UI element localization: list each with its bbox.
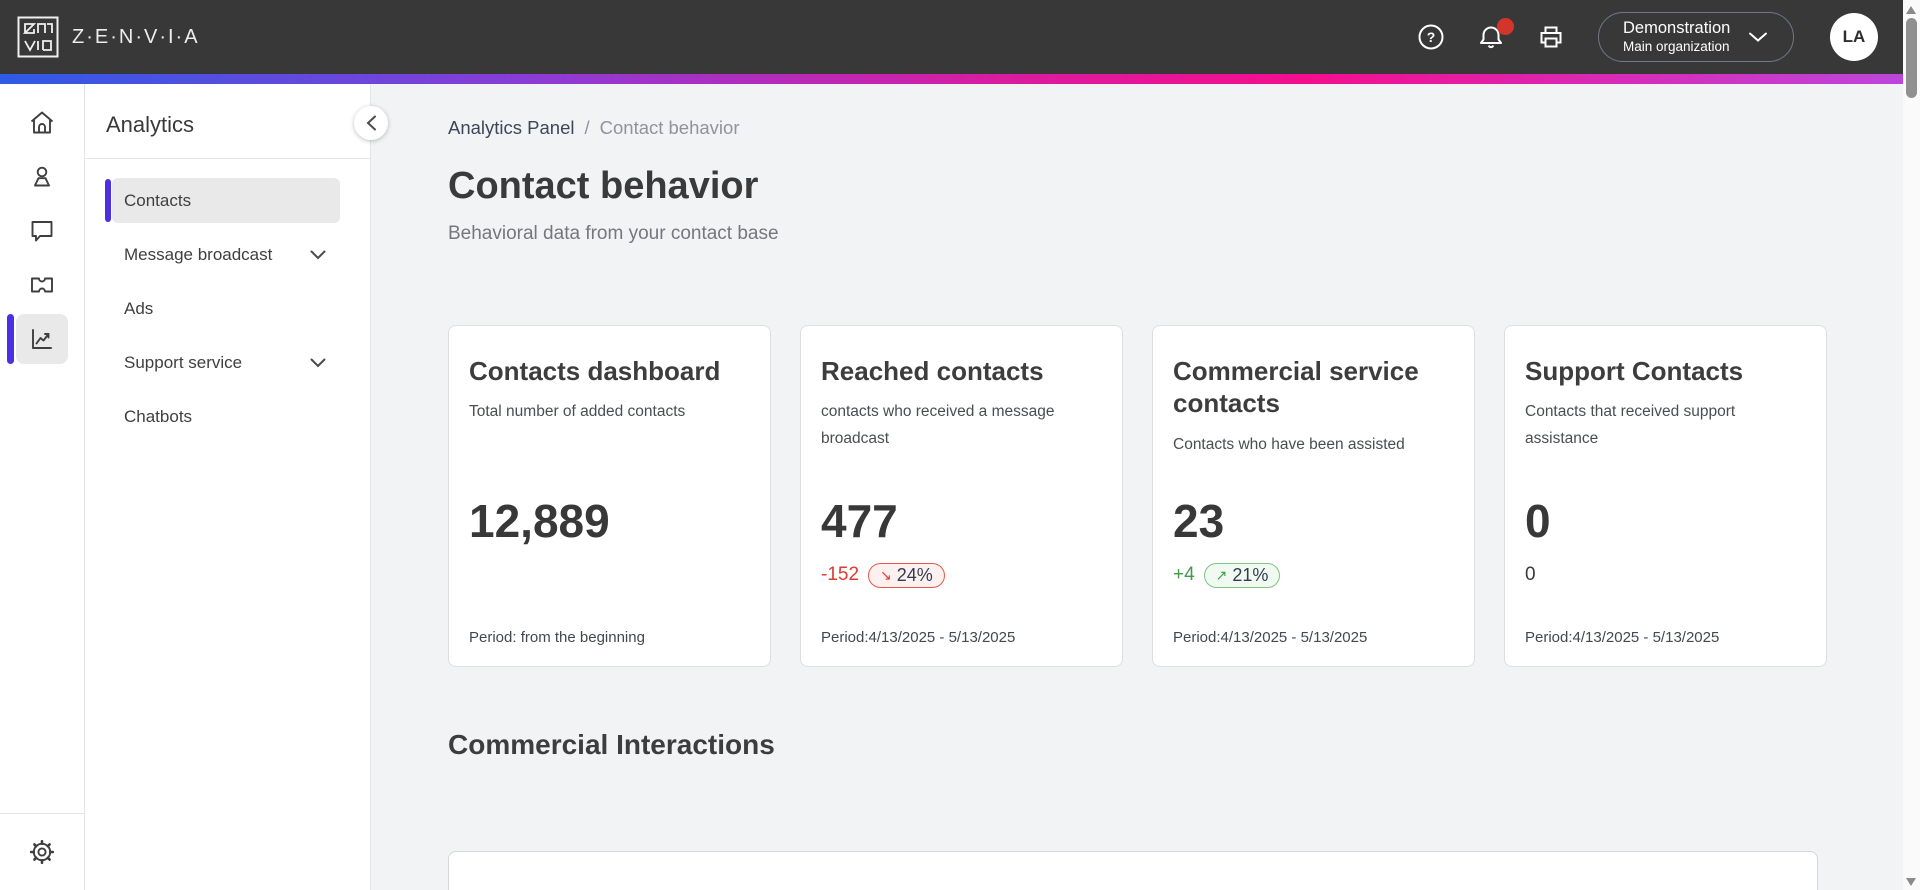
organization-selector[interactable]: Demonstration Main organization	[1598, 12, 1794, 62]
card-title: Support Contacts	[1525, 355, 1744, 386]
user-avatar[interactable]: LA	[1830, 13, 1878, 61]
card-title: Commercial service contacts	[1173, 355, 1419, 419]
rail-item-home[interactable]	[16, 98, 68, 148]
card-period: Period:4/13/2025 - 5/13/2025	[1173, 628, 1368, 646]
sidebar-item-message-broadcast[interactable]: Message broadcast	[112, 232, 340, 277]
trend-percent: 24%	[896, 564, 933, 585]
card-period: Period: from the beginning	[469, 628, 645, 646]
sidebar-item-support-service[interactable]: Support service	[112, 340, 340, 385]
chevron-down-icon	[1748, 31, 1768, 43]
help-button[interactable]: ?	[1414, 20, 1448, 54]
chat-icon	[28, 217, 56, 245]
trend-badge: ↘ 24%	[868, 562, 945, 588]
chevron-down-icon	[310, 358, 326, 368]
rail-settings-area	[0, 813, 84, 890]
sidebar-divider	[85, 158, 370, 159]
rail-item-settings[interactable]	[16, 827, 68, 877]
card-secondary-value: 0	[1525, 563, 1536, 585]
rail-item-contacts[interactable]	[16, 152, 68, 202]
brand-gradient-bar	[0, 74, 1920, 84]
sidebar-menu-list: Contacts Message broadcast Ads Support s…	[85, 159, 370, 439]
notification-badge	[1497, 18, 1514, 35]
trend-percent: 21%	[1232, 564, 1269, 585]
rail-item-tickets[interactable]	[16, 260, 68, 310]
breadcrumb-separator: /	[584, 117, 590, 138]
kpi-cards-row: Contacts dashboard Total number of added…	[448, 324, 1920, 667]
printer-icon	[1537, 23, 1565, 51]
card-title: Reached contacts	[821, 355, 1044, 386]
icon-rail	[0, 84, 85, 890]
zenvia-brand[interactable]: Z·E·N·V·I·A	[16, 15, 200, 59]
scrollbar-up-arrow[interactable]	[1906, 6, 1916, 14]
sidebar-item-ads[interactable]: Ads	[112, 286, 340, 331]
page-subtitle: Behavioral data from your contact base	[448, 222, 779, 244]
person-icon	[28, 163, 56, 191]
help-icon: ?	[1417, 23, 1445, 51]
topbar: Z·E·N·V·I·A ?	[0, 0, 1920, 74]
card-value: 477	[821, 494, 898, 547]
chevron-down-icon	[310, 250, 326, 260]
rail-item-analytics[interactable]	[7, 314, 68, 364]
trend-badge: ↗ 21%	[1203, 562, 1281, 588]
card-delta-row: +4 ↗ 21%	[1173, 562, 1281, 588]
breadcrumb-parent-link[interactable]: Analytics Panel	[448, 117, 575, 138]
main-content: Analytics Panel / Contact behavior Conta…	[371, 84, 1920, 890]
notifications-button[interactable]	[1474, 18, 1514, 54]
zenvia-logo-icon	[16, 15, 60, 59]
card-support-contacts: Support Contacts Contacts that received …	[1504, 324, 1827, 667]
home-icon	[28, 109, 56, 137]
page-title: Contact behavior	[448, 165, 759, 207]
sidebar-item-label: Contacts	[124, 190, 192, 210]
card-subtitle: Contacts who have been assisted	[1173, 435, 1405, 453]
rail-item-conversations[interactable]	[16, 206, 68, 256]
bell-icon	[1477, 23, 1505, 51]
print-button[interactable]	[1534, 20, 1568, 54]
card-title: Contacts dashboard	[469, 355, 721, 386]
analytics-sidebar: Analytics Contacts Message broadcast Ads…	[85, 84, 371, 890]
card-period: Period:4/13/2025 - 5/13/2025	[821, 628, 1016, 646]
card-commercial-service-contacts: Commercial service contacts Contacts who…	[1152, 324, 1475, 667]
card-period: Period:4/13/2025 - 5/13/2025	[1525, 628, 1720, 646]
sidebar-item-label: Ads	[124, 298, 154, 318]
card-subtitle: Total number of added contacts	[469, 403, 686, 420]
delta-value: -152	[821, 564, 860, 585]
organization-subtitle: Main organization	[1623, 38, 1730, 54]
sidebar-item-label: Message broadcast	[124, 244, 273, 264]
brand-wordmark: Z·E·N·V·I·A	[72, 25, 200, 48]
card-delta-row: -152 ↘ 24%	[821, 562, 945, 588]
card-value: 12,889	[469, 494, 610, 547]
sidebar-collapse-button[interactable]	[354, 106, 388, 140]
breadcrumb: Analytics Panel / Contact behavior	[448, 117, 1920, 139]
gear-icon	[28, 838, 56, 866]
ticket-icon	[28, 271, 56, 299]
sidebar-item-contacts[interactable]: Contacts	[105, 178, 340, 223]
breadcrumb-current: Contact behavior	[599, 117, 740, 138]
sidebar-title: Analytics	[106, 112, 195, 137]
card-reached-contacts: Reached contacts contacts who received a…	[800, 324, 1123, 667]
topbar-actions: ?	[1388, 12, 1878, 62]
organization-labels: Demonstration Main organization	[1623, 18, 1730, 56]
help-glyph: ?	[1427, 29, 1436, 45]
scrollbar-thumb[interactable]	[1906, 18, 1917, 98]
sidebar-item-label: Support service	[124, 352, 243, 372]
scrollbar-down-arrow[interactable]	[1906, 878, 1916, 886]
card-subtitle: Contacts that received support assistanc…	[1525, 403, 1736, 448]
card-contacts-dashboard: Contacts dashboard Total number of added…	[448, 324, 771, 667]
chevron-left-icon	[366, 115, 377, 131]
organization-name: Demonstration	[1623, 19, 1731, 38]
card-subtitle: contacts who received a message broadcas…	[821, 403, 1055, 448]
delta-value: +4	[1173, 564, 1195, 585]
trend-up-arrow-icon: ↗	[1215, 567, 1228, 583]
sidebar-item-chatbots[interactable]: Chatbots	[112, 394, 340, 439]
page-scrollbar[interactable]	[1903, 0, 1920, 890]
commercial-interactions-card	[448, 850, 1818, 890]
trend-down-arrow-icon: ↘	[880, 567, 892, 583]
analytics-chart-icon	[28, 325, 56, 353]
section-title-commercial-interactions: Commercial Interactions	[448, 728, 775, 760]
card-value: 0	[1525, 494, 1551, 547]
card-value: 23	[1173, 494, 1225, 547]
sidebar-item-label: Chatbots	[124, 406, 193, 426]
